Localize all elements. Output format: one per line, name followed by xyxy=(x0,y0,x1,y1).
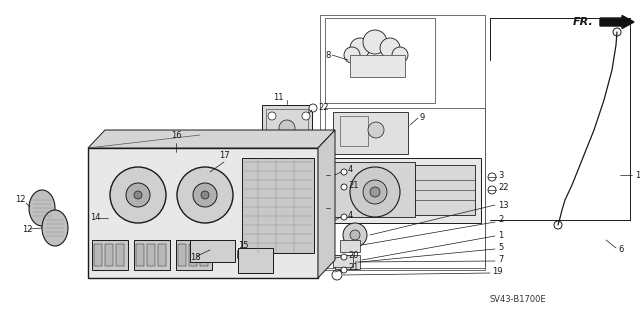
Text: 20: 20 xyxy=(348,250,358,259)
Text: 11: 11 xyxy=(273,93,284,101)
FancyArrow shape xyxy=(600,16,634,28)
Circle shape xyxy=(268,134,276,142)
Bar xyxy=(147,244,155,266)
Bar xyxy=(326,158,481,223)
Bar xyxy=(134,240,170,270)
Bar xyxy=(238,248,273,273)
Text: 3: 3 xyxy=(498,170,504,180)
Polygon shape xyxy=(88,130,335,148)
Circle shape xyxy=(341,214,347,220)
Bar xyxy=(94,244,102,266)
Circle shape xyxy=(177,167,233,223)
Text: 21: 21 xyxy=(348,181,358,189)
Bar xyxy=(158,244,166,266)
Ellipse shape xyxy=(42,210,68,246)
Text: 14: 14 xyxy=(90,213,100,222)
Bar xyxy=(333,112,408,154)
Text: SV43-B1700E: SV43-B1700E xyxy=(490,295,547,305)
Text: 17: 17 xyxy=(219,151,229,160)
Bar xyxy=(340,116,368,146)
Circle shape xyxy=(343,223,367,247)
Text: 22: 22 xyxy=(318,102,328,112)
Text: 18: 18 xyxy=(190,254,200,263)
Circle shape xyxy=(363,180,387,204)
Ellipse shape xyxy=(29,190,55,226)
Circle shape xyxy=(332,270,342,280)
Bar xyxy=(325,18,435,103)
Text: 13: 13 xyxy=(498,201,509,210)
Bar xyxy=(88,148,318,278)
Circle shape xyxy=(392,47,408,63)
Text: 6: 6 xyxy=(618,246,623,255)
Bar xyxy=(189,244,197,266)
Circle shape xyxy=(368,122,384,138)
Circle shape xyxy=(344,47,360,63)
Circle shape xyxy=(613,28,621,36)
Text: 19: 19 xyxy=(492,268,502,277)
Bar xyxy=(350,55,405,77)
Bar xyxy=(340,240,360,252)
Circle shape xyxy=(363,30,387,54)
Circle shape xyxy=(350,38,370,58)
Bar xyxy=(325,108,485,268)
Circle shape xyxy=(201,191,209,199)
Text: 9: 9 xyxy=(420,114,425,122)
Circle shape xyxy=(126,183,150,207)
Bar xyxy=(116,244,124,266)
Text: 7: 7 xyxy=(498,256,504,264)
Bar xyxy=(415,165,475,215)
Circle shape xyxy=(110,167,166,223)
Circle shape xyxy=(488,186,496,194)
Text: 12: 12 xyxy=(15,196,26,204)
Bar xyxy=(92,240,128,270)
Text: 5: 5 xyxy=(498,243,503,253)
Bar xyxy=(136,244,144,266)
Text: 1: 1 xyxy=(498,231,503,240)
Bar xyxy=(242,158,314,253)
Bar xyxy=(266,109,308,147)
Circle shape xyxy=(370,187,380,197)
Text: 16: 16 xyxy=(171,130,181,139)
Polygon shape xyxy=(318,130,335,278)
Text: 15: 15 xyxy=(238,241,248,249)
Circle shape xyxy=(341,184,347,190)
Bar xyxy=(330,162,415,217)
Text: 4: 4 xyxy=(348,166,353,174)
Bar xyxy=(190,240,235,262)
Text: 8: 8 xyxy=(325,50,330,60)
Circle shape xyxy=(341,169,347,175)
Circle shape xyxy=(488,173,496,181)
Bar xyxy=(200,244,208,266)
Circle shape xyxy=(309,104,317,112)
Text: 2: 2 xyxy=(498,216,503,225)
Circle shape xyxy=(350,230,360,240)
Text: 4: 4 xyxy=(348,211,353,219)
Circle shape xyxy=(193,183,217,207)
Bar xyxy=(176,240,212,270)
Text: 21: 21 xyxy=(348,263,358,272)
Circle shape xyxy=(302,134,310,142)
Circle shape xyxy=(302,112,310,120)
Bar xyxy=(178,244,186,266)
Circle shape xyxy=(279,120,295,136)
Text: 12: 12 xyxy=(22,226,33,234)
Circle shape xyxy=(341,267,347,273)
Text: FR.: FR. xyxy=(573,17,594,27)
Circle shape xyxy=(134,191,142,199)
Circle shape xyxy=(341,254,347,260)
Text: 10: 10 xyxy=(635,170,640,180)
Bar xyxy=(320,15,485,270)
Circle shape xyxy=(380,38,400,58)
Bar xyxy=(105,244,113,266)
Bar xyxy=(262,105,312,155)
Text: 22: 22 xyxy=(498,183,509,192)
Circle shape xyxy=(554,221,562,229)
Circle shape xyxy=(268,112,276,120)
Bar xyxy=(335,255,360,269)
Circle shape xyxy=(350,167,400,217)
Bar xyxy=(333,255,353,267)
